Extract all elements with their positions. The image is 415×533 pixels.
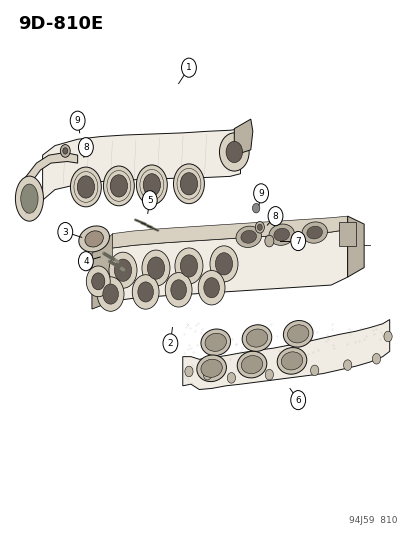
Text: 8: 8 [83, 143, 89, 152]
Polygon shape [113, 216, 348, 248]
Ellipse shape [142, 250, 170, 286]
Ellipse shape [180, 255, 198, 277]
Ellipse shape [307, 226, 322, 239]
Ellipse shape [277, 348, 307, 374]
Ellipse shape [198, 270, 225, 305]
Ellipse shape [147, 257, 165, 279]
Text: 7: 7 [295, 237, 301, 246]
Polygon shape [183, 319, 390, 390]
Ellipse shape [103, 284, 118, 304]
Text: 2: 2 [168, 339, 173, 348]
Polygon shape [24, 152, 78, 214]
Circle shape [185, 366, 193, 377]
Ellipse shape [283, 320, 313, 347]
Text: 3: 3 [62, 228, 68, 237]
Ellipse shape [173, 164, 205, 204]
Ellipse shape [132, 274, 159, 309]
Ellipse shape [288, 325, 309, 343]
Circle shape [252, 204, 260, 213]
Circle shape [384, 331, 392, 342]
Circle shape [265, 369, 273, 380]
Ellipse shape [97, 277, 124, 311]
Ellipse shape [79, 226, 110, 252]
Text: 8: 8 [273, 212, 278, 221]
Ellipse shape [302, 222, 327, 243]
Text: 6: 6 [295, 395, 301, 405]
Circle shape [70, 111, 85, 130]
Ellipse shape [109, 252, 137, 288]
Ellipse shape [138, 282, 154, 302]
Ellipse shape [175, 248, 203, 284]
Circle shape [142, 191, 157, 210]
FancyBboxPatch shape [339, 222, 356, 246]
Polygon shape [234, 119, 253, 155]
Ellipse shape [274, 228, 290, 241]
Ellipse shape [110, 175, 127, 197]
Polygon shape [43, 128, 240, 200]
Polygon shape [92, 229, 348, 309]
Circle shape [291, 391, 305, 410]
Circle shape [344, 360, 352, 370]
Ellipse shape [21, 184, 38, 213]
Ellipse shape [180, 173, 198, 195]
Circle shape [58, 222, 73, 241]
Ellipse shape [15, 176, 44, 221]
Ellipse shape [241, 230, 256, 243]
Text: 4: 4 [83, 257, 89, 265]
Circle shape [203, 369, 212, 380]
Text: 9: 9 [258, 189, 264, 198]
Circle shape [60, 144, 70, 157]
Circle shape [254, 184, 269, 203]
Ellipse shape [236, 226, 261, 247]
Text: 94J59  810: 94J59 810 [349, 516, 397, 525]
Ellipse shape [86, 266, 110, 297]
Polygon shape [92, 233, 113, 309]
Ellipse shape [143, 174, 161, 196]
Ellipse shape [242, 325, 272, 351]
Ellipse shape [77, 176, 95, 198]
Ellipse shape [210, 246, 238, 282]
Circle shape [78, 138, 93, 157]
Circle shape [291, 231, 305, 251]
Ellipse shape [269, 224, 295, 245]
Ellipse shape [237, 351, 267, 378]
Circle shape [310, 365, 319, 376]
Circle shape [265, 235, 274, 247]
Ellipse shape [246, 329, 268, 347]
Circle shape [257, 224, 262, 230]
Polygon shape [348, 216, 364, 277]
Ellipse shape [171, 280, 186, 300]
Text: 1: 1 [186, 63, 192, 72]
Circle shape [372, 353, 381, 364]
Ellipse shape [226, 141, 242, 163]
Circle shape [227, 373, 236, 383]
Ellipse shape [215, 253, 233, 275]
Circle shape [78, 252, 93, 271]
Ellipse shape [165, 272, 192, 307]
Ellipse shape [115, 259, 132, 281]
Circle shape [163, 334, 178, 353]
Text: 9: 9 [75, 116, 81, 125]
Ellipse shape [204, 278, 220, 298]
Ellipse shape [201, 329, 231, 356]
Circle shape [268, 207, 283, 225]
Ellipse shape [103, 166, 134, 206]
Text: 9D-810E: 9D-810E [18, 14, 103, 33]
Circle shape [181, 58, 196, 77]
Ellipse shape [197, 355, 227, 382]
Ellipse shape [92, 273, 105, 290]
Ellipse shape [220, 133, 249, 171]
Ellipse shape [71, 167, 101, 207]
Ellipse shape [242, 356, 263, 374]
Ellipse shape [137, 165, 167, 205]
Ellipse shape [85, 231, 103, 247]
Circle shape [63, 148, 68, 154]
Ellipse shape [281, 352, 303, 370]
Ellipse shape [201, 359, 222, 377]
Text: 5: 5 [147, 196, 153, 205]
Circle shape [255, 221, 264, 233]
Ellipse shape [205, 333, 227, 351]
